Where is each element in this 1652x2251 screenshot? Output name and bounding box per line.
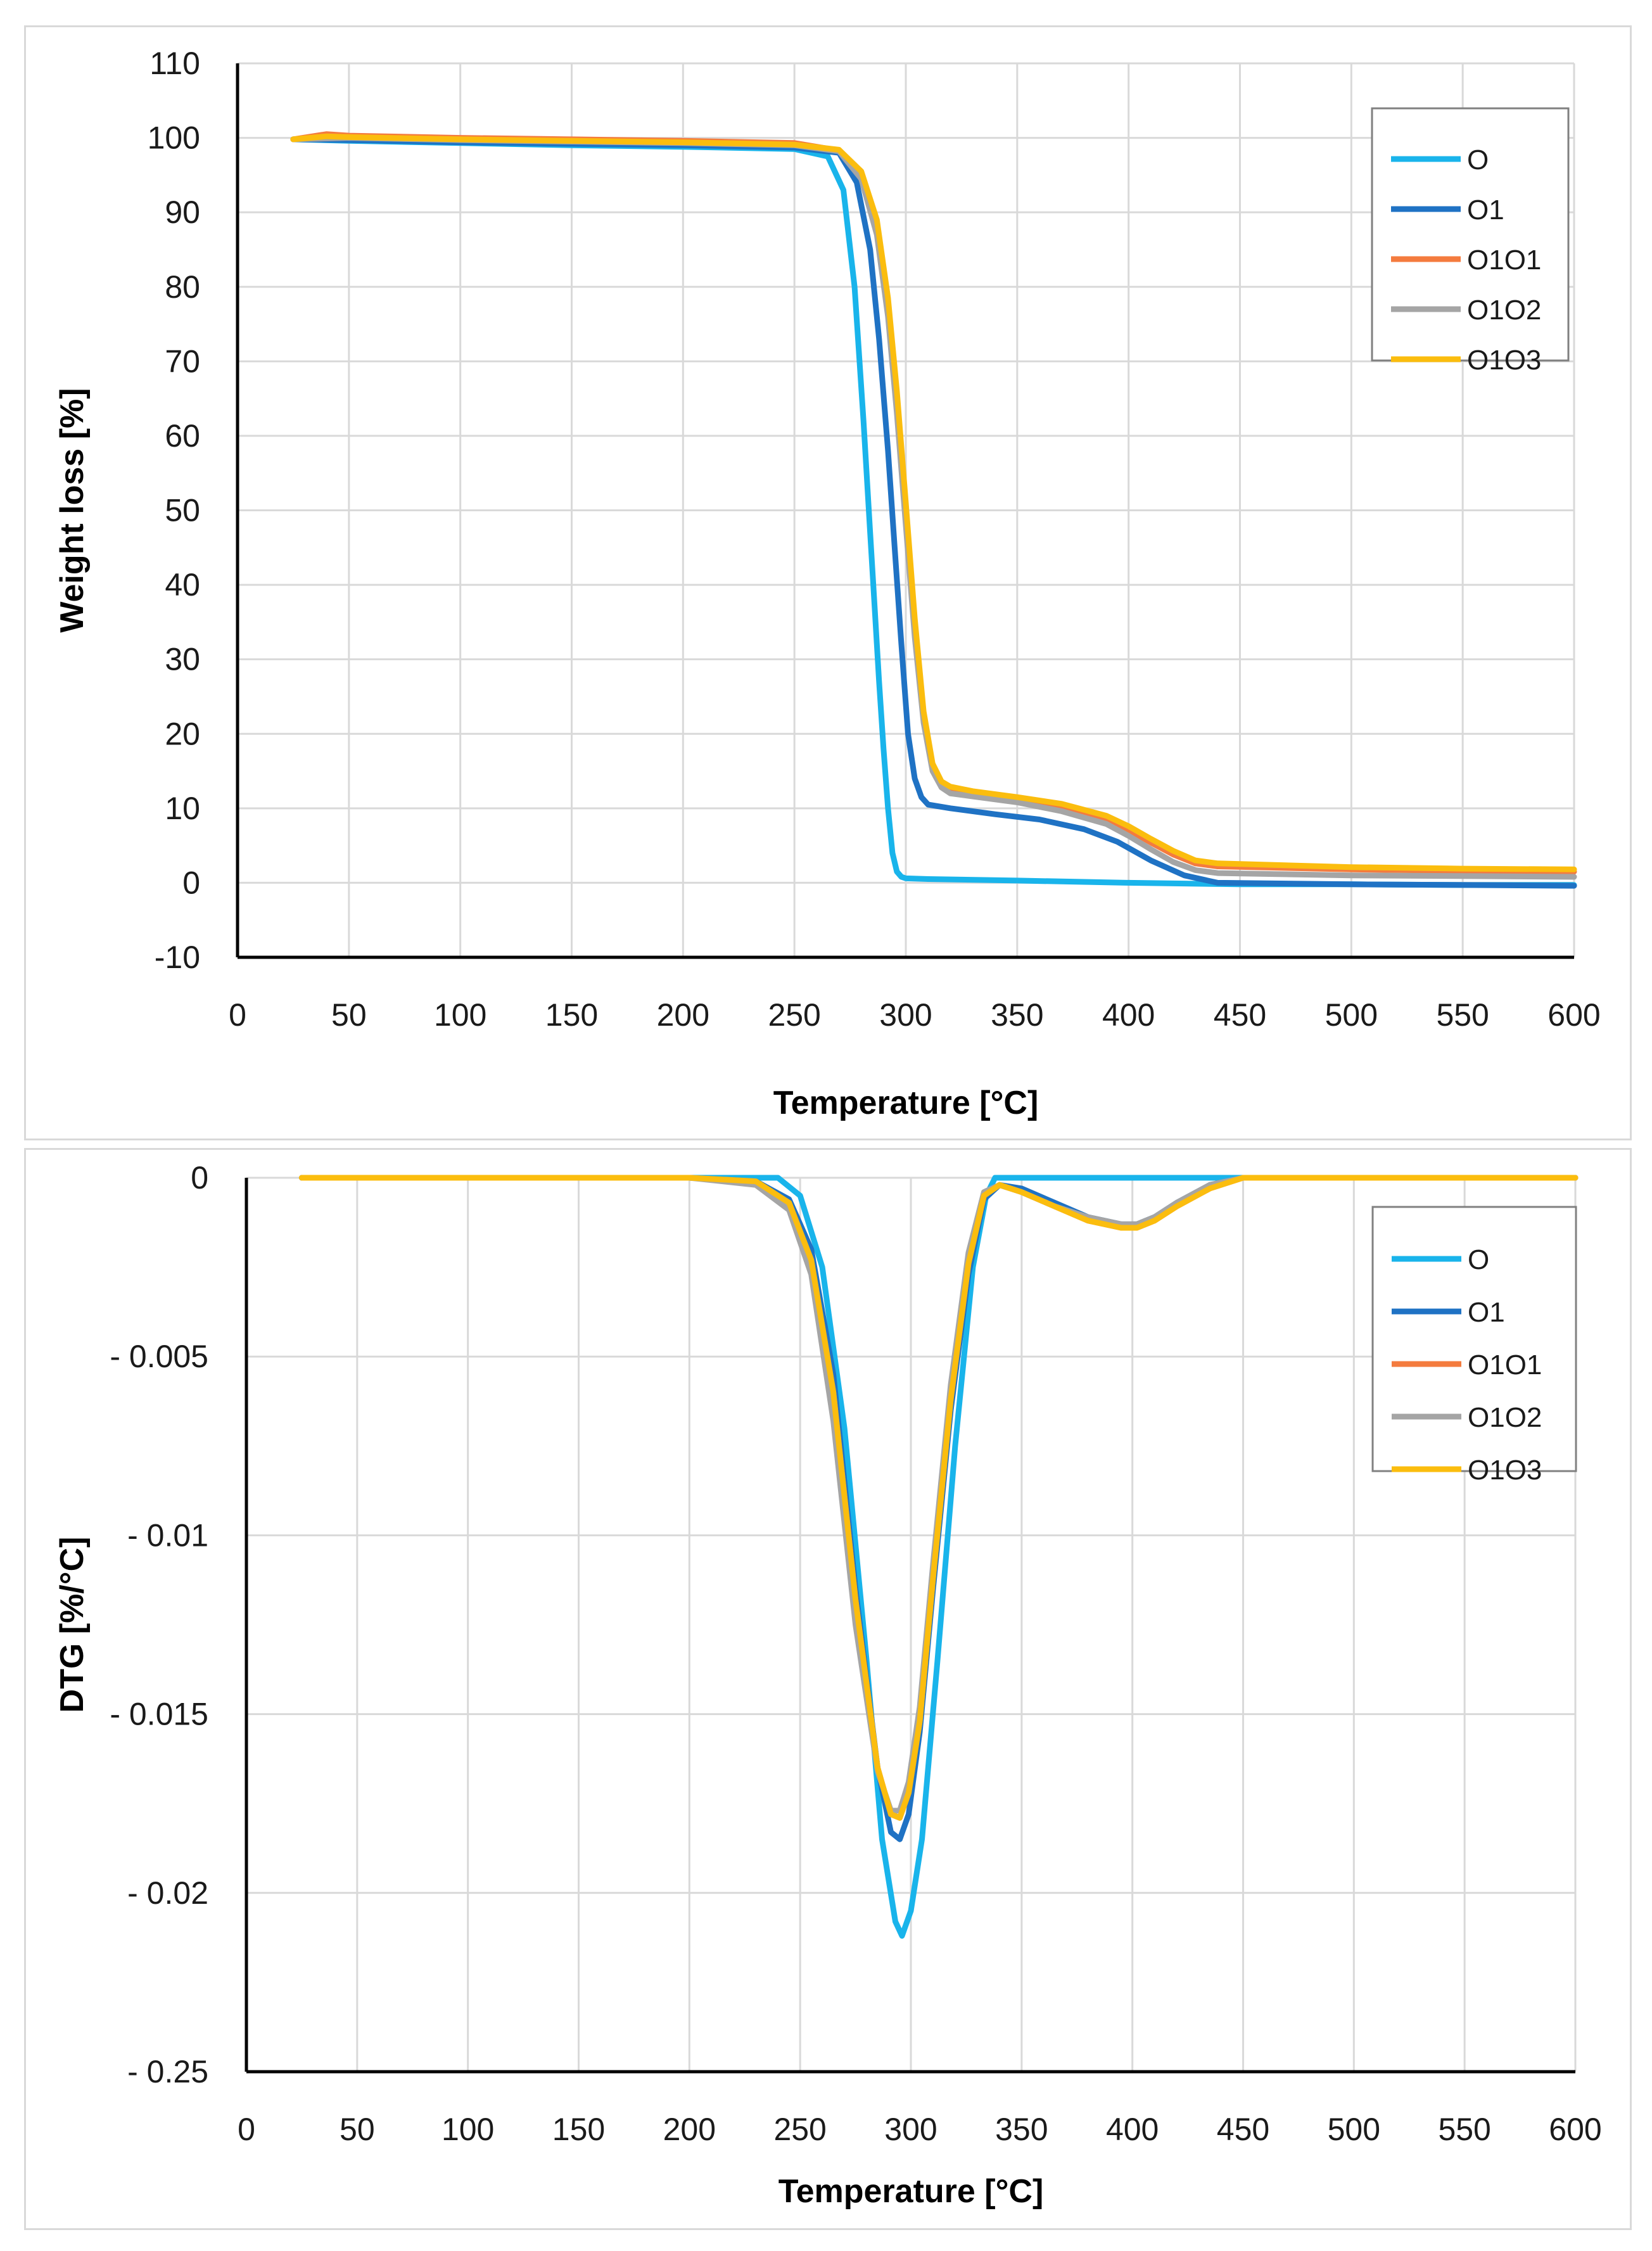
x-tick-label: 350 xyxy=(995,2112,1048,2147)
legend-label-o1o1: O1O1 xyxy=(1467,245,1541,276)
y-tick-label: 70 xyxy=(165,343,200,379)
legend-box xyxy=(1371,1206,1577,1472)
y-tick-label: - 0.02 xyxy=(127,1875,208,1911)
x-axis-title: Temperature [°C] xyxy=(778,2173,1044,2210)
y-axis-title: DTG [%/°C] xyxy=(54,1537,91,1713)
y-tick-label: 100 xyxy=(148,120,200,156)
weight-loss-chart-panel: 0 50 100 150 200 250 300 350 400 450 500 550 600 110 1… xyxy=(24,25,1632,1140)
y-tick-label: - 0.01 xyxy=(127,1517,208,1553)
x-tick-label: 450 xyxy=(1214,997,1266,1033)
dtg-chart: 0 50 100 150 200 250 300 350 400 450 500 550 600 0 - 0… xyxy=(54,1160,1602,2210)
x-tick-label: 300 xyxy=(879,997,932,1033)
legend-label-o1o2: O1O2 xyxy=(1468,1402,1542,1433)
y-tick-label: - 0.005 xyxy=(110,1339,208,1374)
legend-label-o1: O1 xyxy=(1467,194,1504,226)
y-tick-label: -10 xyxy=(155,940,200,975)
y-tick-label: 20 xyxy=(165,716,200,751)
y-tick-label: 30 xyxy=(165,642,200,677)
y-tick-label: 10 xyxy=(165,791,200,826)
legend-label-o1o1: O1O1 xyxy=(1468,1349,1542,1381)
y-tick-label: 90 xyxy=(165,194,200,230)
legend-label-o1o3: O1O3 xyxy=(1467,345,1541,376)
y-tick-label: 60 xyxy=(165,418,200,454)
x-tick-label: 250 xyxy=(773,2112,826,2147)
legend-label-o1: O1 xyxy=(1468,1297,1505,1328)
legend-label-o: O xyxy=(1467,144,1489,175)
y-tick-label: 40 xyxy=(165,567,200,603)
x-tick-label: 500 xyxy=(1328,2112,1380,2147)
x-tick-label: 100 xyxy=(442,2112,494,2147)
x-tick-label: 400 xyxy=(1102,997,1155,1033)
dtg-chart-panel: 0 50 100 150 200 250 300 350 400 450 500 550 600 0 - 0… xyxy=(24,1148,1632,2230)
x-tick-label: 50 xyxy=(331,997,367,1033)
legend-label-o: O xyxy=(1468,1244,1489,1275)
y-tick-label: 0 xyxy=(191,1160,208,1196)
series-line-o xyxy=(298,1175,1579,1939)
x-tick-label: 600 xyxy=(1549,2112,1601,2147)
y-tick-label: 0 xyxy=(182,865,200,900)
x-tick-label: 0 xyxy=(229,997,246,1033)
weight-loss-chart: 0 50 100 150 200 250 300 350 400 450 500 550 6001101… xyxy=(54,46,1601,1121)
x-tick-label: 50 xyxy=(340,2112,375,2147)
x-tick-label: 150 xyxy=(552,2112,605,2147)
x-tick-label: 350 xyxy=(991,997,1043,1033)
series-line-o1o3 xyxy=(290,133,1577,872)
x-tick-label: 450 xyxy=(1217,2112,1269,2147)
y-tick-label: - 0.015 xyxy=(110,1697,208,1732)
legend-label-o1o3: O1O3 xyxy=(1468,1455,1542,1486)
x-tick-label: 150 xyxy=(545,997,598,1033)
y-tick-label: 50 xyxy=(165,493,200,528)
x-tick-label: 500 xyxy=(1325,997,1378,1033)
y-tick-label: 80 xyxy=(165,269,200,305)
x-tick-label: 250 xyxy=(768,997,820,1033)
x-tick-label: 200 xyxy=(657,997,709,1033)
x-tick-label: 200 xyxy=(663,2112,716,2147)
x-axis-title: Temperature [°C] xyxy=(773,1085,1039,1121)
legend-label-o1o2: O1O2 xyxy=(1467,295,1541,326)
x-tick-label: 600 xyxy=(1547,997,1600,1033)
x-tick-label: 100 xyxy=(434,997,486,1033)
y-axis-title: Weight loss [%] xyxy=(54,388,91,632)
y-tick-label: 110 xyxy=(149,46,200,81)
x-tick-label: 550 xyxy=(1438,2112,1490,2147)
y-tick-label: - 0.25 xyxy=(127,2054,208,2089)
x-tick-label: 300 xyxy=(884,2112,937,2147)
x-tick-label: 400 xyxy=(1106,2112,1159,2147)
x-tick-label: 0 xyxy=(238,2112,255,2147)
x-tick-label: 550 xyxy=(1436,997,1489,1033)
legend-box xyxy=(1371,107,1570,362)
series-line-o1o3 xyxy=(298,1175,1579,1821)
